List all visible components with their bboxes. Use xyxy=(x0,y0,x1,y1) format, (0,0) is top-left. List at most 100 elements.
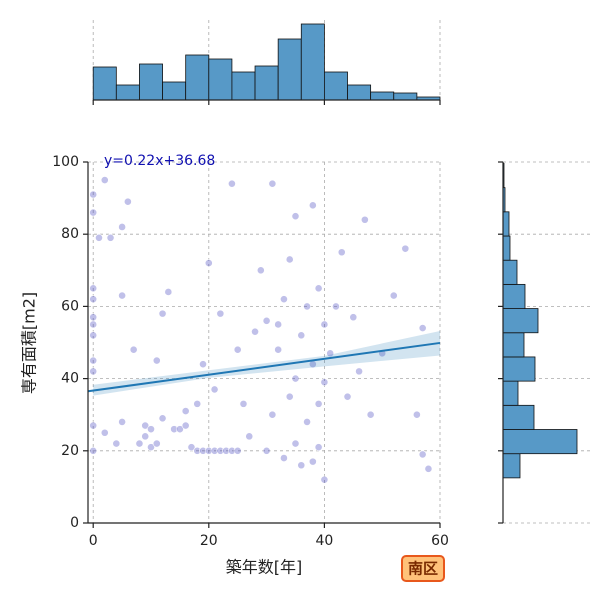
badge-box xyxy=(401,555,445,582)
scatter-point xyxy=(176,425,184,434)
scatter-point xyxy=(337,248,346,257)
scatter-point xyxy=(181,421,190,430)
histogram-bar xyxy=(370,91,395,101)
scatter-point xyxy=(118,291,127,300)
badge-label: 南区 xyxy=(408,560,438,578)
scatter-point xyxy=(332,302,340,311)
scatter-point xyxy=(366,410,375,419)
scatter-point xyxy=(170,425,179,434)
histogram-bar xyxy=(139,63,163,101)
y-tick-label: 40 xyxy=(61,371,79,387)
scatter-point xyxy=(89,320,98,329)
scatter-point xyxy=(326,349,335,358)
regression-line xyxy=(87,341,441,393)
scatter-point xyxy=(141,421,150,430)
scatter-point xyxy=(89,208,98,217)
scatter-point xyxy=(158,414,167,423)
scatter-point xyxy=(89,421,98,430)
histogram-bar xyxy=(300,23,325,101)
scatter-point xyxy=(320,378,329,387)
scatter-point xyxy=(118,223,127,231)
scatter-point xyxy=(216,309,225,318)
scatter-point xyxy=(89,356,98,365)
scatter-point xyxy=(222,446,231,455)
scatter-point xyxy=(181,407,190,415)
x-tick-label: 0 xyxy=(89,533,98,549)
histogram-bar xyxy=(502,404,535,430)
y-tick-label: 80 xyxy=(61,226,79,242)
histogram-bar xyxy=(231,71,256,101)
y-tick-label: 100 xyxy=(52,154,79,170)
scatter-point xyxy=(320,320,329,329)
scatter-point xyxy=(412,410,421,419)
scatter-point xyxy=(210,446,219,455)
scatter-point xyxy=(100,428,109,437)
histogram-bar xyxy=(502,453,521,479)
scatter-point xyxy=(360,215,369,224)
histogram-bar xyxy=(502,235,511,261)
scatter-point xyxy=(89,446,98,455)
scatter-point xyxy=(158,309,167,318)
regression-equation: y=0.22x+36.68 xyxy=(104,153,215,169)
scatter-point xyxy=(152,439,161,448)
scatter-point xyxy=(274,345,283,354)
scatter-point xyxy=(389,291,398,300)
histogram-bar xyxy=(92,66,117,101)
scatter-point xyxy=(141,432,150,441)
scatter-point xyxy=(89,313,98,322)
scatter-point xyxy=(193,446,202,455)
scatter-point xyxy=(233,345,242,354)
scatter-point xyxy=(314,399,323,408)
scatter-point xyxy=(228,446,236,455)
scatter-point xyxy=(89,284,98,293)
scatter-point xyxy=(262,446,271,455)
scatter-point xyxy=(418,324,427,332)
histogram-bar xyxy=(324,71,348,101)
histogram-bar xyxy=(208,58,233,101)
scatter-point xyxy=(401,244,410,253)
x-tick-label: 20 xyxy=(200,533,218,549)
histogram-bar xyxy=(502,308,539,334)
scatter-point xyxy=(123,197,132,206)
scatter-point xyxy=(280,295,288,304)
histogram-bar xyxy=(393,92,418,101)
scatter-point xyxy=(291,374,300,383)
scatter-point xyxy=(314,284,323,293)
scatter-point xyxy=(285,255,294,264)
scatter-point xyxy=(118,418,127,426)
histogram-bar xyxy=(115,84,140,101)
scatter-point xyxy=(89,295,98,304)
x-tick-label: 60 xyxy=(431,533,449,549)
scatter-point xyxy=(187,443,196,452)
x-tick-label: 40 xyxy=(315,533,333,549)
scatter-point xyxy=(147,443,155,452)
scatter-point xyxy=(210,385,219,394)
scatter-point xyxy=(308,457,317,466)
y-tick-label: 20 xyxy=(61,443,79,459)
histogram-bar xyxy=(502,332,525,358)
scatter-point xyxy=(100,176,109,184)
scatter-point xyxy=(424,464,433,473)
scatter-point xyxy=(303,302,311,311)
x-axis-label: 築年数[年] xyxy=(226,558,303,577)
scatter-point xyxy=(303,418,311,426)
scatter-point xyxy=(320,475,329,484)
y-axis-label: 専有面積[m2] xyxy=(20,292,39,394)
scatter-point xyxy=(256,266,265,275)
scatter-point xyxy=(95,233,103,242)
confidence-band xyxy=(93,330,441,396)
scatter-point xyxy=(297,331,306,340)
scatter-point xyxy=(245,432,254,441)
scatter-point xyxy=(268,179,277,188)
scatter-point xyxy=(297,461,306,470)
scatter-point xyxy=(204,446,213,455)
histogram-bar xyxy=(185,54,210,101)
scatter-point xyxy=(314,443,323,452)
scatter-point xyxy=(152,356,161,365)
scatter-point xyxy=(164,288,173,296)
scatter-point xyxy=(89,190,98,199)
histogram-bar xyxy=(502,429,578,455)
scatter-point xyxy=(239,399,248,408)
scatter-point xyxy=(343,392,352,401)
scatter-point xyxy=(291,439,300,448)
